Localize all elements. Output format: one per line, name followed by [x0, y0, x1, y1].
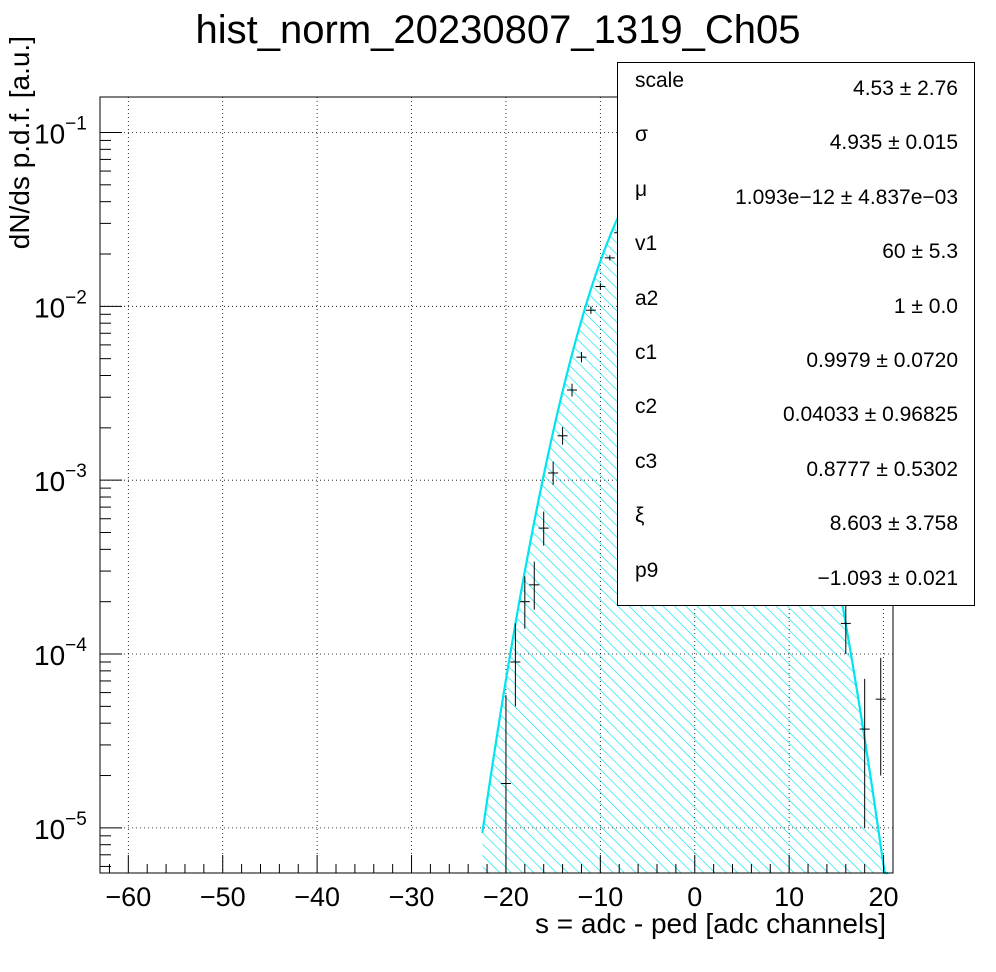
fit-stats-box: scale 4.53 ± 2.76 σ 4.935 ± 0.015 μ 1.093e−12… [617, 62, 975, 606]
stat-name: scale [635, 69, 685, 92]
x-tick-label: −20 [483, 882, 529, 912]
data-point [840, 598, 851, 655]
stat-value: 60 ± 5.3 [882, 240, 958, 264]
data-point [604, 255, 615, 261]
x-tick-label: 0 [687, 882, 702, 912]
x-tick-label: 20 [869, 882, 899, 912]
stat-row: scale 4.53 ± 2.76 [618, 63, 974, 117]
stat-row: c3 0.8777 ± 0.5302 [618, 444, 974, 498]
stat-name: c3 [635, 449, 658, 473]
stat-value: 1 ± 0.0 [893, 294, 958, 318]
y-tick-label: 10−1 [34, 113, 87, 149]
data-point [557, 427, 568, 445]
data-point [576, 352, 587, 363]
stat-value: 0.04033 ± 0.96825 [782, 403, 958, 427]
data-point [859, 678, 870, 828]
axis-ticks: −60 −50 −40 −30 −20 −10 0 10 20 10−5 10−4 10−3 10−2 1… [34, 113, 899, 912]
stat-value: 4.53 ± 2.76 [853, 77, 958, 100]
stat-name: v1 [635, 232, 658, 256]
data-point [875, 657, 886, 776]
x-tick-label: −40 [294, 882, 340, 912]
stat-value: 0.8777 ± 0.5302 [806, 457, 958, 481]
x-tick-label: −50 [200, 882, 246, 912]
data-point [500, 695, 511, 873]
stat-name: ξ [635, 504, 645, 528]
stat-name: μ [635, 177, 648, 201]
stat-row: p9 −1.093 ± 0.021 [618, 553, 974, 607]
data-points [500, 230, 886, 873]
stat-value: 0.9979 ± 0.0720 [806, 349, 958, 372]
stat-name: a2 [635, 286, 659, 310]
y-tick-label: 10−5 [34, 809, 87, 845]
stat-name: c2 [635, 395, 658, 419]
x-axis-label: s = adc - ped [adc channels] [535, 908, 886, 939]
x-tick-label: 10 [774, 882, 804, 912]
y-axis-label: dN/ds p.d.f. [a.u.] [4, 36, 35, 250]
y-tick-label: 10−4 [34, 635, 87, 671]
data-point [548, 461, 559, 485]
x-tick-label: −10 [577, 882, 623, 912]
chart-title: hist_norm_20230807_1319_Ch05 [195, 8, 801, 52]
stat-value: 8.603 ± 3.758 [829, 512, 958, 536]
data-point [595, 283, 606, 290]
stat-row: a2 1 ± 0.0 [618, 281, 974, 335]
stat-name: p9 [635, 558, 659, 582]
stat-value: 1.093e−12 ± 4.837e−03 [735, 185, 958, 209]
data-point [510, 623, 521, 707]
x-tick-label: −30 [389, 882, 435, 912]
stat-value: 4.935 ± 0.015 [829, 131, 958, 155]
data-point [538, 511, 549, 546]
stat-row: σ 4.935 ± 0.015 [618, 117, 974, 171]
data-point [529, 561, 540, 610]
data-point [567, 383, 578, 397]
stat-name: c1 [635, 341, 658, 364]
stat-value: −1.093 ± 0.021 [817, 566, 958, 590]
stat-name: σ [635, 123, 648, 147]
stat-row: μ 1.093e−12 ± 4.837e−03 [618, 172, 974, 226]
stat-row: c2 0.04033 ± 0.96825 [618, 389, 974, 443]
stat-row: ξ 8.603 ± 3.758 [618, 498, 974, 552]
stat-row: c1 0.9979 ± 0.0720 [618, 335, 974, 389]
data-point [585, 306, 596, 314]
y-tick-label: 10−3 [34, 461, 87, 497]
data-point [519, 576, 530, 629]
stat-row: v1 60 ± 5.3 [618, 226, 974, 280]
x-tick-label: −60 [105, 882, 151, 912]
y-tick-label: 10−2 [34, 287, 87, 323]
